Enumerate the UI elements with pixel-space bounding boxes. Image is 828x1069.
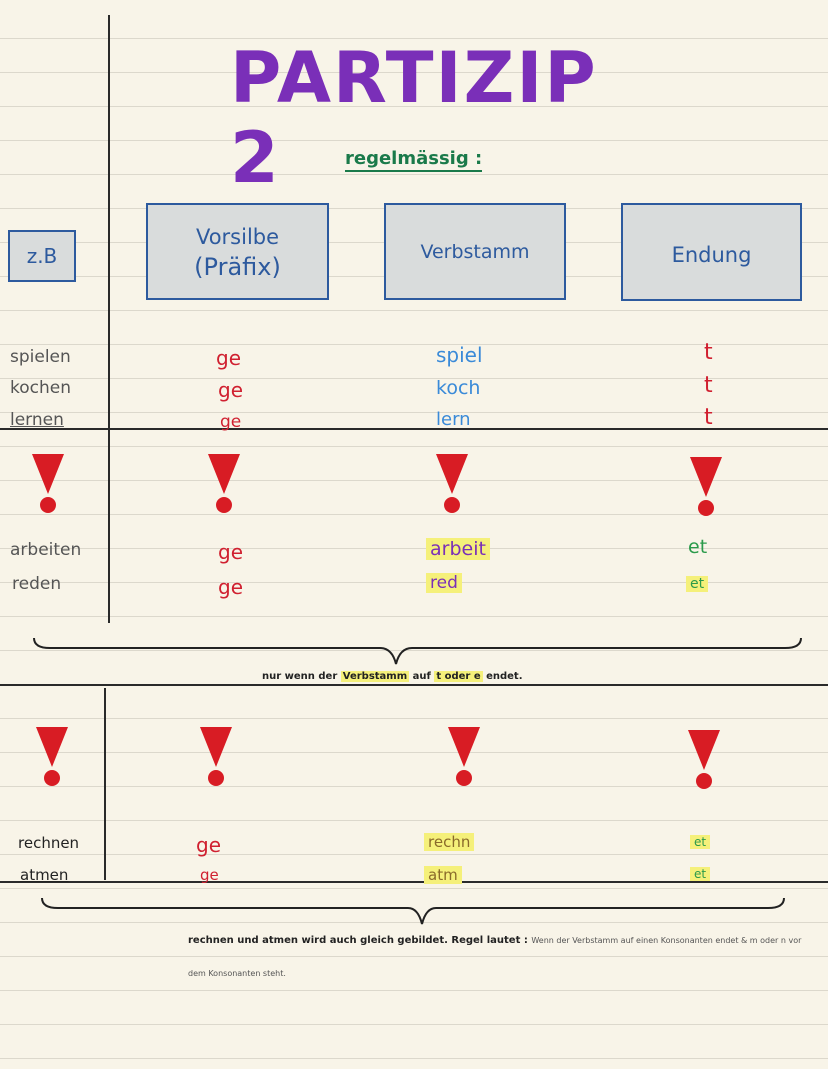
margin-line-bottom — [104, 688, 106, 880]
verb-rechnen: rechnen — [18, 834, 80, 852]
divider-3 — [0, 881, 828, 883]
stem-rechn: rechn — [424, 833, 475, 851]
verb-reden: reden — [12, 574, 62, 594]
exclamation-icon — [36, 727, 68, 786]
verb-spielen: spielen — [10, 347, 71, 367]
rule-note-2: rechnen und atmen wird auch gleich gebil… — [188, 935, 802, 946]
exclamation-icon — [688, 730, 720, 789]
stem-lern: lern — [436, 409, 471, 430]
prefix-header-line2: (Präfix) — [194, 252, 281, 281]
verb-atmen: atmen — [20, 866, 69, 884]
ending-rechnen: et — [690, 835, 711, 849]
stem-red: red — [426, 573, 462, 593]
example-label-box: z.B — [8, 230, 76, 282]
prefix-spielen: ge — [216, 346, 241, 370]
prefix-rechnen: ge — [196, 833, 221, 857]
curly-brace-icon — [33, 637, 802, 665]
ending-lernen: t — [704, 405, 713, 430]
exclamation-icon — [32, 454, 64, 513]
stem-spiel: spiel — [436, 343, 483, 367]
prefix-kochen: ge — [218, 378, 243, 402]
curly-brace-icon — [41, 897, 785, 925]
stem-header-box: Verbstamm — [384, 203, 566, 300]
prefix-arbeiten: ge — [218, 540, 243, 564]
ending-atmen: et — [690, 867, 711, 881]
rule-note-1: nur wenn der Verbstamm auf t oder e ende… — [262, 671, 523, 682]
verb-kochen: kochen — [10, 378, 71, 398]
margin-line-top — [108, 15, 110, 623]
stem-arbeit: arbeit — [426, 538, 490, 560]
subtitle: regelmässig : — [345, 148, 483, 172]
exclamation-icon — [436, 454, 468, 513]
stem-koch: koch — [436, 377, 481, 399]
example-label: z.B — [26, 244, 58, 268]
page-title: PARTIZIP 2 — [230, 37, 598, 199]
divider-2 — [0, 684, 828, 686]
ending-spielen: t — [704, 340, 713, 365]
verb-lernen: lernen — [10, 410, 64, 430]
rule-note-2-line2: dem Konsonanten steht. — [188, 969, 286, 978]
prefix-header-box: Vorsilbe (Präfix) — [146, 203, 329, 300]
ending-kochen: t — [704, 373, 713, 398]
prefix-atmen: ge — [200, 866, 219, 884]
verb-arbeiten: arbeiten — [10, 540, 82, 560]
divider-1 — [0, 428, 828, 430]
exclamation-icon — [208, 454, 240, 513]
ending-reden: et — [686, 576, 709, 592]
prefix-lernen: ge — [220, 412, 242, 432]
prefix-reden: ge — [218, 575, 243, 599]
stem-header: Verbstamm — [420, 240, 530, 263]
ending-header: Endung — [671, 243, 752, 267]
stem-atm: atm — [424, 866, 462, 884]
exclamation-icon — [200, 727, 232, 786]
exclamation-icon — [690, 457, 722, 516]
prefix-header-line1: Vorsilbe — [195, 224, 280, 249]
exclamation-icon — [448, 727, 480, 786]
ending-arbeiten: et — [688, 536, 708, 558]
ending-header-box: Endung — [621, 203, 802, 301]
